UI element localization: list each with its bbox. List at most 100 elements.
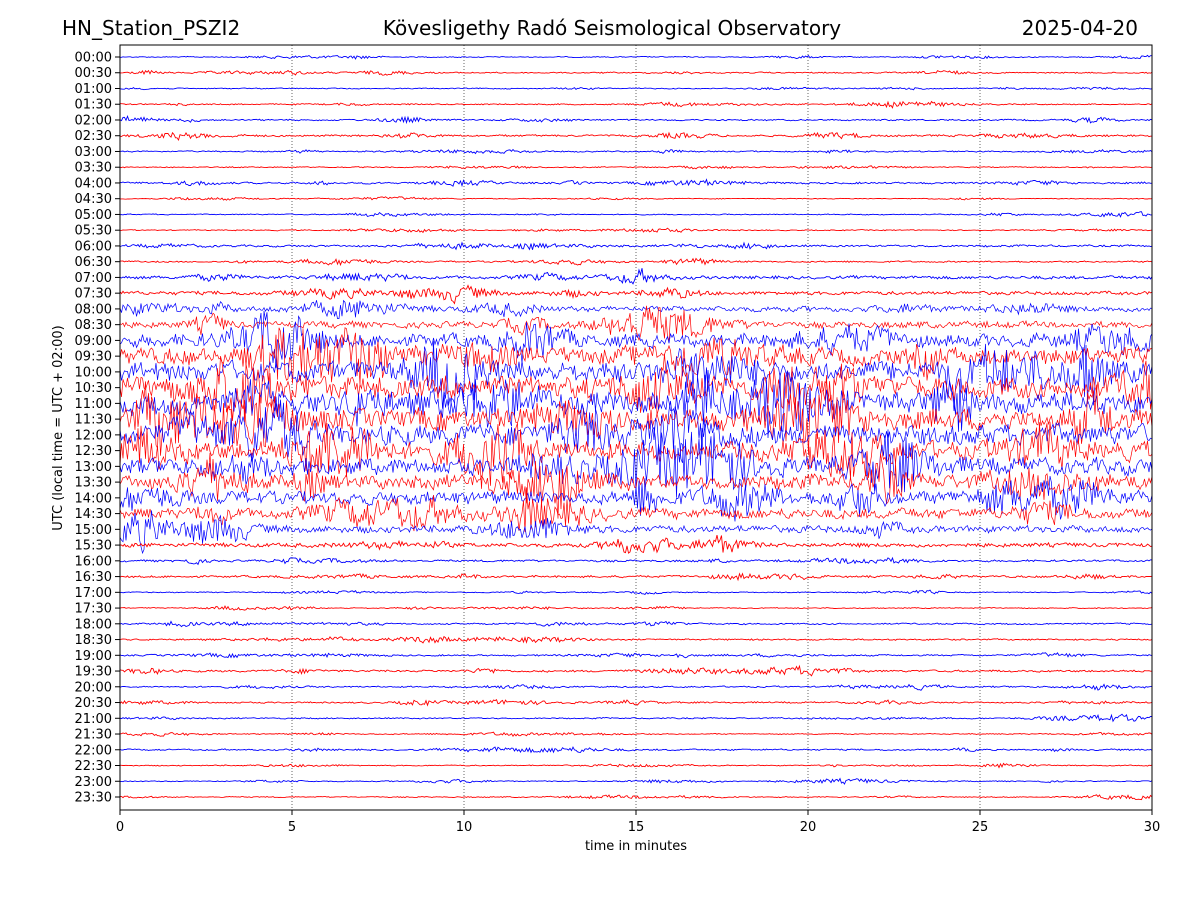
- y-tick: 13:30: [75, 476, 120, 491]
- trace-2230: [120, 762, 1152, 769]
- trace-1730: [120, 605, 1152, 611]
- trace-1700: [120, 589, 1152, 595]
- y-tick: 16:00: [75, 554, 120, 569]
- trace-0400: [120, 178, 1152, 188]
- trace-1030: [120, 353, 1152, 423]
- y-tick-label: 07:00: [75, 271, 112, 286]
- y-tick-label: 09:00: [75, 334, 112, 349]
- y-tick: 15:30: [75, 539, 120, 554]
- y-tick: 23:30: [75, 791, 120, 806]
- x-tick: 10: [456, 810, 472, 835]
- trace-1600: [120, 556, 1152, 566]
- y-tick: 07:30: [75, 287, 120, 302]
- y-tick-label: 06:30: [75, 255, 112, 270]
- trace-2330: [120, 794, 1152, 801]
- trace-2300: [120, 777, 1152, 785]
- y-tick-label: 14:00: [75, 491, 112, 506]
- y-tick: 08:00: [75, 302, 120, 317]
- trace-1530: [120, 534, 1152, 554]
- trace-0900: [120, 310, 1152, 368]
- x-tick-label: 30: [1144, 820, 1161, 835]
- y-tick-label: 07:30: [75, 287, 112, 302]
- x-tick-label: 5: [288, 820, 296, 835]
- y-tick-label: 11:00: [75, 397, 112, 412]
- y-tick-label: 00:00: [75, 51, 112, 66]
- y-tick: 17:30: [75, 602, 120, 617]
- trace-0600: [120, 241, 1152, 251]
- x-tick-label: 0: [116, 820, 124, 835]
- x-tick: 20: [800, 810, 816, 835]
- y-tick: 12:30: [75, 444, 120, 459]
- y-tick: 11:00: [75, 397, 120, 412]
- y-tick: 06:30: [75, 255, 120, 270]
- y-tick-label: 10:00: [75, 365, 112, 380]
- y-tick: 19:00: [75, 649, 120, 664]
- y-tick-label: 10:30: [75, 381, 112, 396]
- y-tick-label: 20:30: [75, 696, 112, 711]
- trace-2100: [120, 713, 1152, 723]
- y-tick: 08:30: [75, 318, 120, 333]
- y-tick-label: 19:30: [75, 665, 112, 680]
- y-tick: 13:00: [75, 460, 120, 475]
- y-tick: 23:00: [75, 775, 120, 790]
- y-tick-label: 04:00: [75, 176, 112, 191]
- y-tick: 22:00: [75, 743, 120, 758]
- y-tick-label: 17:30: [75, 602, 112, 617]
- y-tick-label: 19:00: [75, 649, 112, 664]
- y-axis-label: UTC (local time = UTC + 02:00): [51, 325, 66, 530]
- x-tick: 15: [628, 810, 645, 835]
- y-tick: 05:00: [75, 208, 120, 223]
- y-tick-label: 03:30: [75, 161, 112, 176]
- y-tick: 11:30: [75, 413, 120, 428]
- y-tick: 12:00: [75, 428, 120, 443]
- y-tick-label: 00:30: [75, 66, 112, 81]
- y-tick: 20:30: [75, 696, 120, 711]
- y-tick: 18:00: [75, 617, 120, 632]
- trace-1300: [120, 424, 1152, 498]
- y-tick-label: 02:30: [75, 129, 112, 144]
- y-tick: 06:00: [75, 239, 120, 254]
- trace-0130: [120, 100, 1152, 109]
- y-tick: 00:30: [75, 66, 120, 81]
- trace-1100: [120, 369, 1152, 439]
- y-tick: 03:30: [75, 161, 120, 176]
- trace-0730: [120, 284, 1152, 305]
- y-tick: 05:30: [75, 224, 120, 239]
- x-tick: 30: [1144, 810, 1161, 835]
- trace-0100: [120, 86, 1152, 91]
- y-tick: 04:00: [75, 176, 120, 191]
- y-tick-label: 18:00: [75, 617, 112, 632]
- y-tick-label: 01:00: [75, 82, 112, 97]
- trace-2200: [120, 746, 1152, 754]
- y-tick: 15:00: [75, 523, 120, 538]
- y-tick: 07:00: [75, 271, 120, 286]
- trace-2030: [120, 699, 1152, 707]
- y-tick: 09:00: [75, 334, 120, 349]
- y-tick-label: 23:00: [75, 775, 112, 790]
- trace-1630: [120, 572, 1152, 582]
- y-tick-label: 01:30: [75, 98, 112, 113]
- trace-1200: [120, 395, 1152, 464]
- y-tick: 02:00: [75, 113, 120, 128]
- station-title: HN_Station_PSZI2: [62, 16, 241, 40]
- trace-0030: [120, 69, 1152, 76]
- y-tick: 02:30: [75, 129, 120, 144]
- trace-0430: [120, 196, 1152, 201]
- date-title: 2025-04-20: [1021, 16, 1138, 40]
- trace-1400: [120, 476, 1152, 522]
- trace-0630: [120, 257, 1152, 267]
- trace-0200: [120, 114, 1152, 125]
- chart-title: Kövesligethy Radó Seismological Observat…: [382, 16, 842, 40]
- y-tick: 10:00: [75, 365, 120, 380]
- trace-2000: [120, 683, 1152, 691]
- trace-0700: [120, 268, 1152, 285]
- x-tick: 0: [116, 810, 124, 835]
- y-tick-label: 14:30: [75, 507, 112, 522]
- y-tick-label: 13:00: [75, 460, 112, 475]
- y-tick-label: 22:30: [75, 759, 112, 774]
- x-axis-label: time in minutes: [585, 839, 687, 854]
- x-tick-label: 15: [628, 820, 645, 835]
- y-tick-label: 16:30: [75, 570, 112, 585]
- y-tick-label: 13:30: [75, 476, 112, 491]
